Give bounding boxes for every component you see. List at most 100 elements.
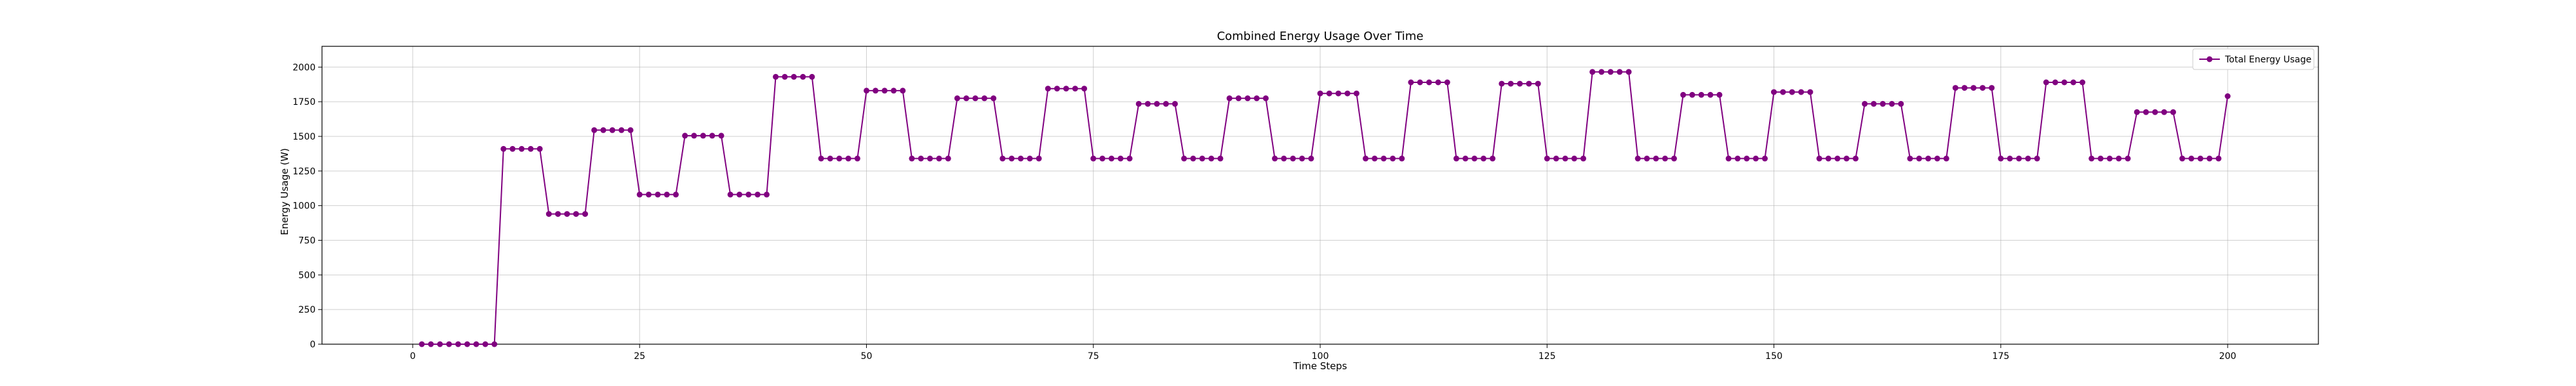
- data-point: [1544, 155, 1550, 161]
- data-point: [536, 145, 543, 152]
- data-point: [1653, 155, 1659, 161]
- data-point: [1490, 155, 1496, 161]
- data-point: [1798, 89, 1804, 95]
- y-tick-label: 1500: [292, 132, 316, 142]
- x-axis-label: Time Steps: [1293, 360, 1347, 372]
- data-point: [1508, 80, 1514, 87]
- data-point: [1998, 155, 2004, 161]
- data-point: [500, 145, 507, 152]
- data-point: [1072, 86, 1078, 92]
- data-point: [1326, 90, 1332, 96]
- data-point: [2016, 155, 2022, 161]
- data-point: [1344, 90, 1350, 96]
- data-point: [2007, 155, 2013, 161]
- data-point: [1834, 155, 1841, 161]
- data-point: [1472, 155, 1477, 161]
- data-point: [999, 155, 1006, 161]
- y-tick-label: 250: [298, 305, 316, 315]
- data-point: [1625, 69, 1632, 75]
- data-point: [1616, 69, 1623, 75]
- data-point: [1027, 155, 1033, 161]
- data-point: [1263, 95, 1269, 102]
- data-point: [1499, 80, 1505, 87]
- data-point: [1989, 85, 1995, 91]
- data-point: [1607, 69, 1614, 75]
- data-point: [1816, 155, 1823, 161]
- data-point: [482, 341, 489, 347]
- data-point: [1771, 89, 1777, 95]
- data-point: [836, 155, 842, 161]
- data-point: [673, 191, 679, 198]
- data-point: [1272, 155, 1278, 161]
- data-point: [709, 133, 715, 139]
- data-point: [446, 341, 452, 347]
- data-point: [927, 155, 933, 161]
- data-point: [1308, 155, 1314, 161]
- data-point: [2179, 155, 2186, 161]
- data-point: [1190, 155, 1197, 161]
- data-point: [718, 133, 724, 139]
- data-point: [1634, 155, 1641, 161]
- data-point: [545, 211, 552, 217]
- grid-lines: [322, 46, 2318, 345]
- data-point: [682, 133, 688, 139]
- data-point: [809, 73, 815, 80]
- data-point: [1671, 155, 1677, 161]
- data-point: [554, 211, 561, 217]
- data-point: [1199, 155, 1206, 161]
- data-point: [691, 133, 697, 139]
- data-point: [2170, 109, 2176, 115]
- data-point: [782, 73, 788, 80]
- data-point: [1181, 155, 1188, 161]
- data-point: [1009, 155, 1015, 161]
- y-tick-label: 500: [298, 270, 316, 280]
- data-point: [437, 341, 443, 347]
- data-point: [1952, 85, 1958, 91]
- data-point: [1363, 155, 1368, 161]
- y-tick-label: 2000: [292, 62, 316, 73]
- data-point: [1980, 85, 1986, 91]
- data-point: [1226, 95, 1233, 102]
- y-tick-label: 1250: [292, 167, 316, 177]
- data-point: [654, 191, 661, 198]
- data-point: [981, 95, 988, 102]
- series-total-energy-usage: [419, 69, 2231, 347]
- data-point: [1925, 155, 1931, 161]
- data-point: [1780, 89, 1786, 95]
- x-tick-label: 50: [861, 351, 873, 362]
- data-point: [754, 191, 761, 198]
- data-point: [854, 155, 860, 161]
- data-point: [1172, 100, 1178, 107]
- x-tick-label: 100: [1312, 351, 1329, 362]
- data-point: [972, 95, 978, 102]
- data-point: [573, 211, 579, 217]
- data-point: [882, 87, 888, 94]
- data-point: [1481, 155, 1487, 161]
- data-point: [564, 211, 570, 217]
- legend: Total Energy Usage: [2192, 48, 2315, 70]
- data-point: [636, 191, 643, 198]
- data-point: [1135, 100, 1142, 107]
- data-point: [455, 341, 461, 347]
- data-point: [736, 191, 743, 198]
- data-point: [1907, 155, 1913, 161]
- data-point: [491, 341, 498, 347]
- data-point: [791, 73, 797, 80]
- y-tick-label: 1750: [292, 97, 316, 107]
- data-point: [909, 155, 915, 161]
- data-point: [1126, 155, 1133, 161]
- series-line: [422, 71, 2229, 345]
- data-point: [1108, 155, 1115, 161]
- data-point: [945, 155, 951, 161]
- data-point: [1426, 79, 1432, 86]
- data-point: [1163, 100, 1169, 107]
- data-point: [963, 95, 969, 102]
- data-point: [1962, 85, 1967, 91]
- data-point: [2070, 79, 2076, 86]
- data-point: [745, 191, 752, 198]
- data-point: [936, 155, 942, 161]
- data-point: [1372, 155, 1378, 161]
- data-point: [464, 341, 470, 347]
- data-point: [1045, 86, 1051, 92]
